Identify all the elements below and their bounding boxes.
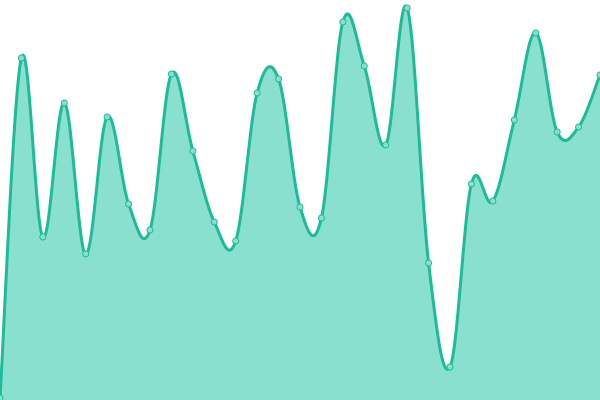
data-point-20 [425, 259, 433, 267]
data-point-22 [467, 180, 475, 188]
data-point-16 [339, 18, 347, 26]
data-point-25 [532, 29, 540, 37]
data-points [0, 4, 600, 400]
series-area [0, 5, 600, 400]
data-point-5 [103, 113, 111, 121]
data-point-26 [553, 128, 561, 136]
data-point-12 [253, 89, 261, 97]
data-point-7 [146, 226, 154, 234]
data-point-18 [382, 141, 390, 149]
data-point-27 [575, 123, 583, 131]
data-point-15 [317, 214, 325, 222]
data-point-1 [17, 54, 25, 62]
data-point-6 [125, 200, 133, 208]
data-point-21 [446, 363, 454, 371]
data-point-0 [0, 394, 4, 400]
data-point-2 [39, 233, 47, 241]
data-point-17 [360, 62, 368, 70]
data-point-28 [596, 71, 600, 79]
data-point-8 [167, 70, 175, 78]
data-point-11 [232, 237, 240, 245]
data-point-23 [489, 197, 497, 205]
series-line [0, 4, 600, 399]
data-point-10 [210, 218, 218, 226]
data-point-14 [296, 203, 304, 211]
data-point-13 [275, 75, 283, 83]
data-point-9 [189, 147, 197, 155]
data-point-3 [60, 99, 68, 107]
data-point-19 [403, 4, 411, 12]
data-point-24 [510, 116, 518, 124]
data-point-4 [82, 250, 90, 258]
